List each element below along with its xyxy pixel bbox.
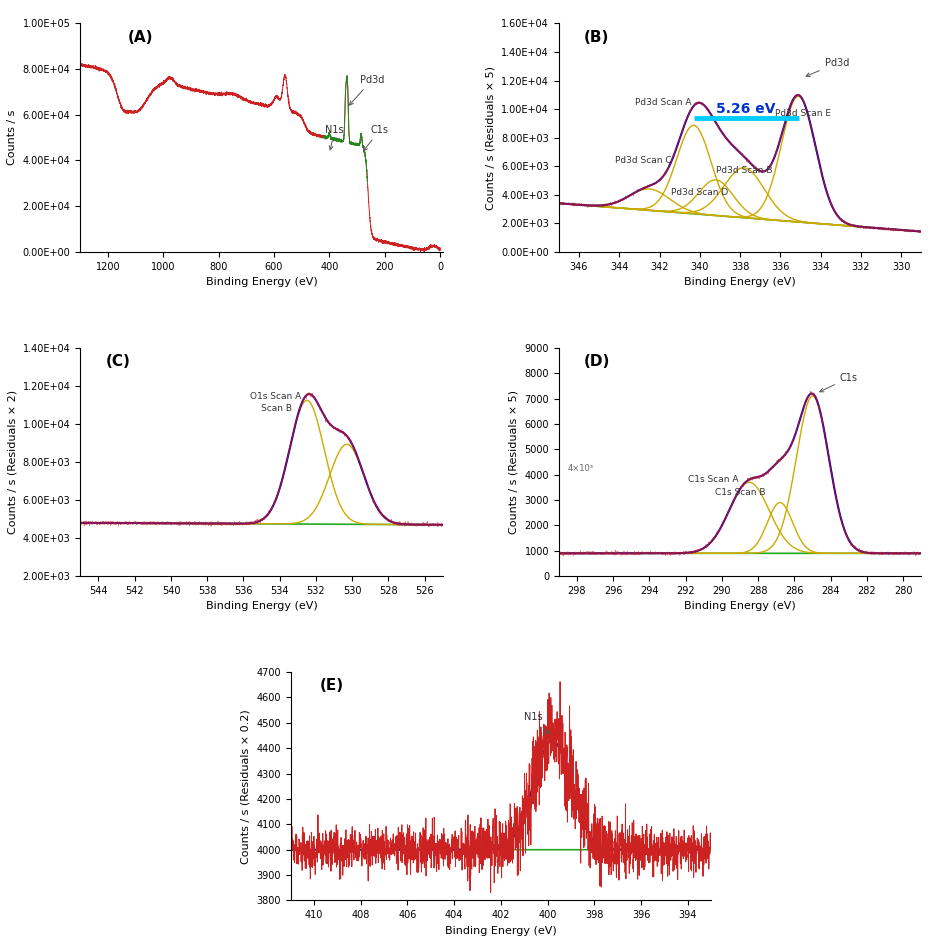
Text: N1s: N1s [325,125,344,150]
Text: Pd3d Scan D: Pd3d Scan D [670,188,728,197]
Y-axis label: Counts / s (Residuals × 5): Counts / s (Residuals × 5) [485,66,496,210]
Text: Scan B: Scan B [261,403,292,413]
Text: (C): (C) [106,354,130,369]
Text: Pd3d: Pd3d [805,58,848,77]
Text: N1s: N1s [524,712,549,734]
Text: Pd3d: Pd3d [349,75,384,105]
Text: (E): (E) [320,678,344,693]
Text: 4×10³: 4×10³ [567,464,594,473]
Text: O1s Scan A: O1s Scan A [250,392,301,401]
X-axis label: Binding Energy (eV): Binding Energy (eV) [445,926,556,936]
Text: Pd3d Scan C: Pd3d Scan C [615,157,671,165]
Text: 5.26 eV: 5.26 eV [716,101,775,115]
Text: Pd3d Scan B: Pd3d Scan B [716,166,771,175]
Y-axis label: Counts / s (Residuals × 2): Counts / s (Residuals × 2) [8,390,17,534]
Y-axis label: Counts / s: Counts / s [8,110,17,165]
Text: C1s: C1s [818,372,857,392]
Text: C1s Scan B: C1s Scan B [714,488,765,497]
Y-axis label: Counts / s (Residuals × 0.2): Counts / s (Residuals × 0.2) [241,709,250,864]
Text: (B): (B) [583,30,609,45]
X-axis label: Binding Energy (eV): Binding Energy (eV) [683,601,795,612]
Text: (D): (D) [583,354,610,369]
X-axis label: Binding Energy (eV): Binding Energy (eV) [206,277,317,287]
Text: C1s: C1s [363,125,389,151]
Text: Pd3d Scan E: Pd3d Scan E [774,109,830,118]
X-axis label: Binding Energy (eV): Binding Energy (eV) [206,601,317,612]
X-axis label: Binding Energy (eV): Binding Energy (eV) [683,277,795,287]
Y-axis label: Counts / s (Residuals × 5): Counts / s (Residuals × 5) [509,390,518,534]
Text: (A): (A) [127,30,153,45]
Text: C1s Scan A: C1s Scan A [687,476,737,484]
Text: Pd3d Scan A: Pd3d Scan A [634,98,691,107]
